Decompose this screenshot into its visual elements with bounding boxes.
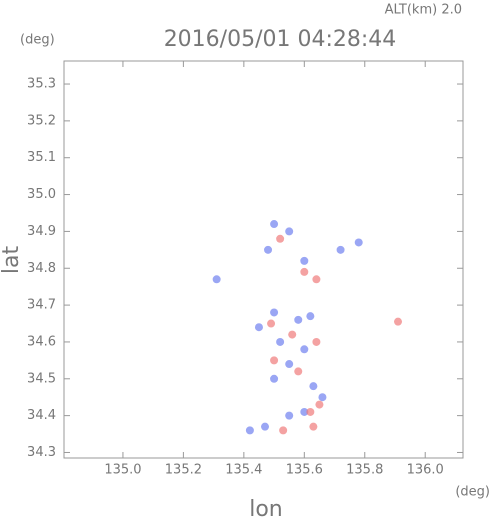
point: [300, 267, 309, 276]
x-tick-label: 135.8: [346, 463, 383, 478]
y-unit: (deg): [20, 33, 55, 48]
x-tick-label: 135.0: [104, 463, 141, 478]
y-tick-label: 35.3: [27, 77, 56, 92]
y-tick-label: 34.3: [27, 445, 56, 460]
chart-title: 2016/05/01 04:28:44: [164, 27, 397, 52]
point: [285, 360, 294, 369]
y-axis-label: lat: [0, 246, 24, 275]
point: [315, 400, 324, 409]
point: [288, 330, 297, 339]
altitude-label: ALT(km) 2.0: [385, 3, 462, 18]
point: [245, 426, 254, 435]
y-tick-label: 34.7: [27, 298, 56, 313]
point: [312, 337, 321, 346]
point: [254, 323, 263, 332]
y-tick-label: 34.5: [27, 371, 56, 386]
point: [270, 220, 279, 229]
point: [294, 315, 303, 324]
y-tick-label: 34.6: [27, 334, 56, 349]
point: [306, 407, 315, 416]
y-tick-label: 34.8: [27, 261, 56, 276]
y-tick-label: 34.9: [27, 224, 56, 239]
point: [212, 275, 221, 284]
point: [309, 422, 318, 431]
point: [336, 245, 345, 254]
point: [264, 245, 273, 254]
y-tick-label: 35.1: [27, 150, 56, 165]
y-tick-label: 34.4: [27, 408, 56, 423]
point: [276, 337, 285, 346]
point: [306, 312, 315, 321]
y-tick-label: 35.2: [27, 113, 56, 128]
point: [270, 308, 279, 317]
x-axis-label: lon: [249, 497, 283, 521]
point: [294, 367, 303, 376]
point: [285, 227, 294, 236]
point: [270, 356, 279, 365]
x-tick-label: 135.4: [225, 463, 262, 478]
point: [354, 238, 363, 247]
plot-frame: [63, 60, 464, 459]
x-tick-label: 135.2: [165, 463, 202, 478]
point: [300, 345, 309, 354]
point: [276, 234, 285, 243]
point: [300, 407, 309, 416]
point: [300, 256, 309, 265]
point: [270, 374, 279, 383]
point: [261, 422, 270, 431]
point: [309, 382, 318, 391]
x-tick-label: 135.6: [286, 463, 323, 478]
point: [312, 275, 321, 284]
point: [318, 393, 327, 402]
point: [285, 411, 294, 420]
point: [394, 317, 403, 326]
x-tick-label: 136.0: [407, 463, 444, 478]
x-unit: (deg): [455, 485, 490, 500]
point: [267, 319, 276, 328]
y-tick-label: 35.0: [27, 187, 56, 202]
point: [279, 426, 288, 435]
